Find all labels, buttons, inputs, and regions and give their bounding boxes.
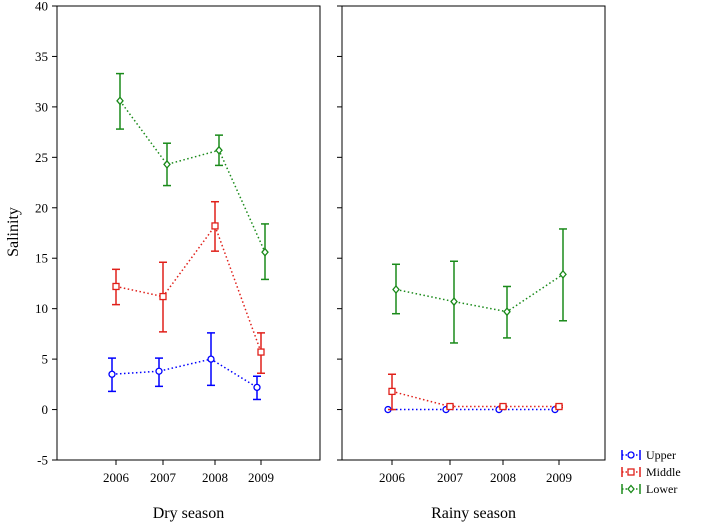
data-point	[159, 292, 167, 301]
x-tick-label: 2007	[437, 470, 464, 485]
series-lower	[116, 72, 269, 281]
series-lower	[392, 228, 567, 344]
data-point	[211, 222, 219, 230]
data-point	[450, 297, 458, 307]
data-point	[112, 282, 120, 291]
data-point	[155, 367, 163, 375]
x-tick-label: 2006	[103, 470, 130, 485]
data-point	[108, 370, 116, 378]
x-tick-label: 2006	[379, 470, 406, 485]
legend-label: Middle	[646, 465, 681, 479]
data-point	[257, 348, 265, 356]
series-middle	[112, 200, 265, 374]
data-point	[207, 355, 215, 363]
legend-label: Lower	[646, 482, 677, 496]
y-tick-label: 30	[35, 99, 48, 114]
y-tick-label: 20	[35, 200, 48, 215]
y-tick-label: -5	[37, 453, 48, 468]
panels: -5 0 5 10 15 20 25 30 35 40 2006 2007 2008 2009 Dry se…	[35, 0, 606, 522]
x-tick-label: 2008	[202, 470, 228, 485]
x-tick-label: 2008	[490, 470, 516, 485]
data-point	[261, 247, 269, 257]
data-point	[253, 383, 261, 392]
y-tick-label: 25	[35, 150, 48, 165]
legend-label: Upper	[646, 448, 676, 462]
data-point	[215, 145, 223, 155]
data-point	[446, 402, 454, 411]
data-point	[116, 96, 124, 106]
y-tick-label: 35	[35, 49, 48, 64]
panel-frame	[56, 5, 321, 461]
legend: Upper Middle Lower	[621, 448, 681, 496]
data-point	[499, 402, 507, 411]
x-tick-label: 2009	[248, 470, 274, 485]
data-point	[559, 269, 567, 279]
y-tick-label: 0	[42, 402, 49, 417]
series-upper	[108, 332, 261, 401]
series-line	[115, 224, 262, 353]
y-axis-label: Salinity	[5, 207, 22, 257]
panel-title: Dry season	[153, 505, 225, 522]
y-tick-label: 10	[35, 301, 48, 316]
x-tick-label: 2007	[150, 470, 177, 485]
y-tick-label: 15	[35, 251, 48, 266]
legend-item-upper: Upper	[621, 448, 676, 462]
legend-item-middle: Middle	[621, 465, 681, 479]
legend-item-lower: Lower	[621, 482, 677, 496]
data-point	[555, 402, 563, 411]
data-point	[388, 387, 396, 396]
panel-0: -5 0 5 10 15 20 25 30 35 40 2006 2007 2008 2009 Dry se…	[35, 0, 321, 522]
x-tick-label: 2009	[546, 470, 572, 485]
legend-marker	[627, 468, 635, 476]
y-tick-label: 40	[35, 0, 48, 14]
y-tick-label: 5	[42, 352, 49, 367]
data-point	[163, 159, 171, 169]
panel-1: 2006 2007 2008 2009 Rainy season	[337, 5, 606, 522]
series-middle	[388, 373, 563, 411]
data-point	[392, 284, 400, 294]
data-point	[503, 307, 511, 317]
panel-title: Rainy season	[431, 505, 516, 522]
legend-marker	[627, 451, 635, 459]
panel-frame	[341, 5, 606, 461]
series-line	[119, 100, 266, 253]
legend-marker	[627, 484, 635, 494]
series-line	[391, 390, 559, 408]
